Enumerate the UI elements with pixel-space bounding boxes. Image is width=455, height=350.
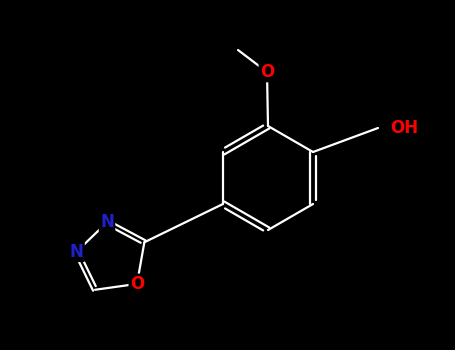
- Text: O: O: [260, 63, 274, 81]
- Text: N: N: [100, 214, 114, 231]
- Text: OH: OH: [390, 119, 418, 137]
- Text: O: O: [130, 275, 144, 293]
- Text: N: N: [70, 243, 83, 261]
